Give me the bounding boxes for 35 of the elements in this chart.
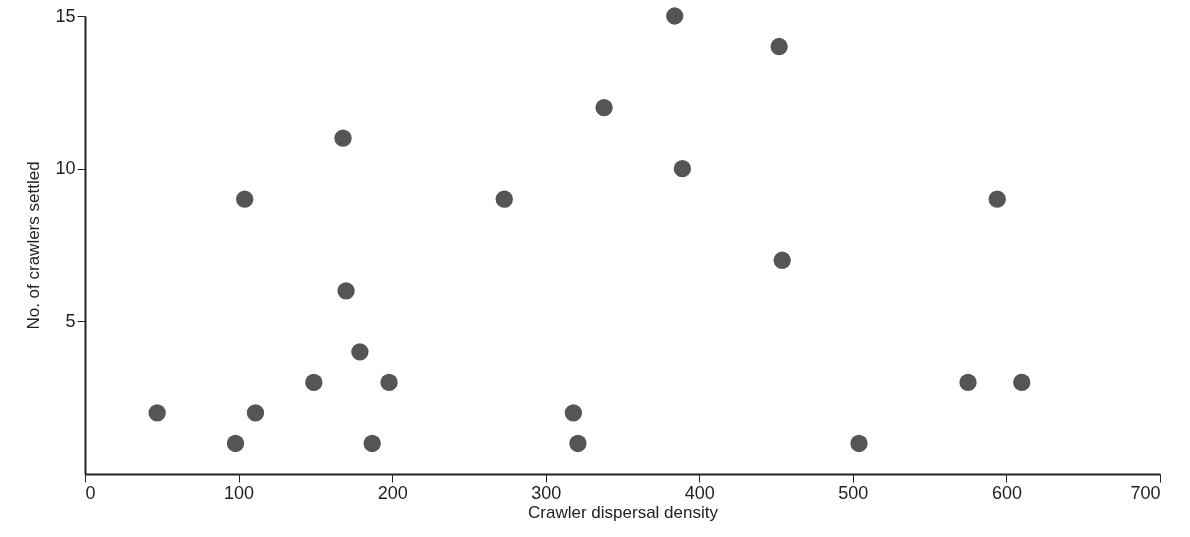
point bbox=[305, 373, 323, 392]
point bbox=[564, 404, 583, 422]
y-tick-label: 5 bbox=[65, 310, 76, 331]
point bbox=[569, 434, 587, 453]
x-tick-label: 500 bbox=[838, 482, 869, 503]
point bbox=[148, 404, 166, 422]
point bbox=[770, 37, 788, 56]
point bbox=[1013, 373, 1031, 392]
point bbox=[666, 7, 684, 25]
x-tick-label: 200 bbox=[377, 482, 408, 503]
x-axis-title: Crawler dispersal density bbox=[528, 502, 719, 522]
x-tick-label: 700 bbox=[1130, 482, 1161, 503]
x-tick-label: 300 bbox=[531, 482, 562, 503]
point bbox=[334, 129, 352, 147]
point bbox=[673, 160, 692, 178]
point bbox=[988, 190, 1006, 208]
point bbox=[226, 434, 245, 453]
point bbox=[850, 434, 868, 453]
x-tick-label: 600 bbox=[991, 482, 1022, 503]
x-tick-label: 0 bbox=[85, 482, 96, 503]
point bbox=[959, 373, 977, 392]
point bbox=[337, 282, 355, 300]
point bbox=[236, 190, 254, 208]
point bbox=[595, 98, 613, 117]
y-axis-title: No. of crawlers settled bbox=[24, 161, 44, 330]
x-tick-label: 400 bbox=[684, 482, 715, 503]
y-tick-label: 10 bbox=[55, 158, 76, 179]
point bbox=[363, 434, 381, 453]
x-tick-label: 100 bbox=[224, 482, 255, 503]
point bbox=[246, 404, 265, 422]
point bbox=[495, 190, 513, 208]
y-tick-label: 15 bbox=[55, 5, 76, 26]
point bbox=[351, 343, 369, 361]
point bbox=[773, 251, 791, 269]
point bbox=[380, 373, 398, 392]
